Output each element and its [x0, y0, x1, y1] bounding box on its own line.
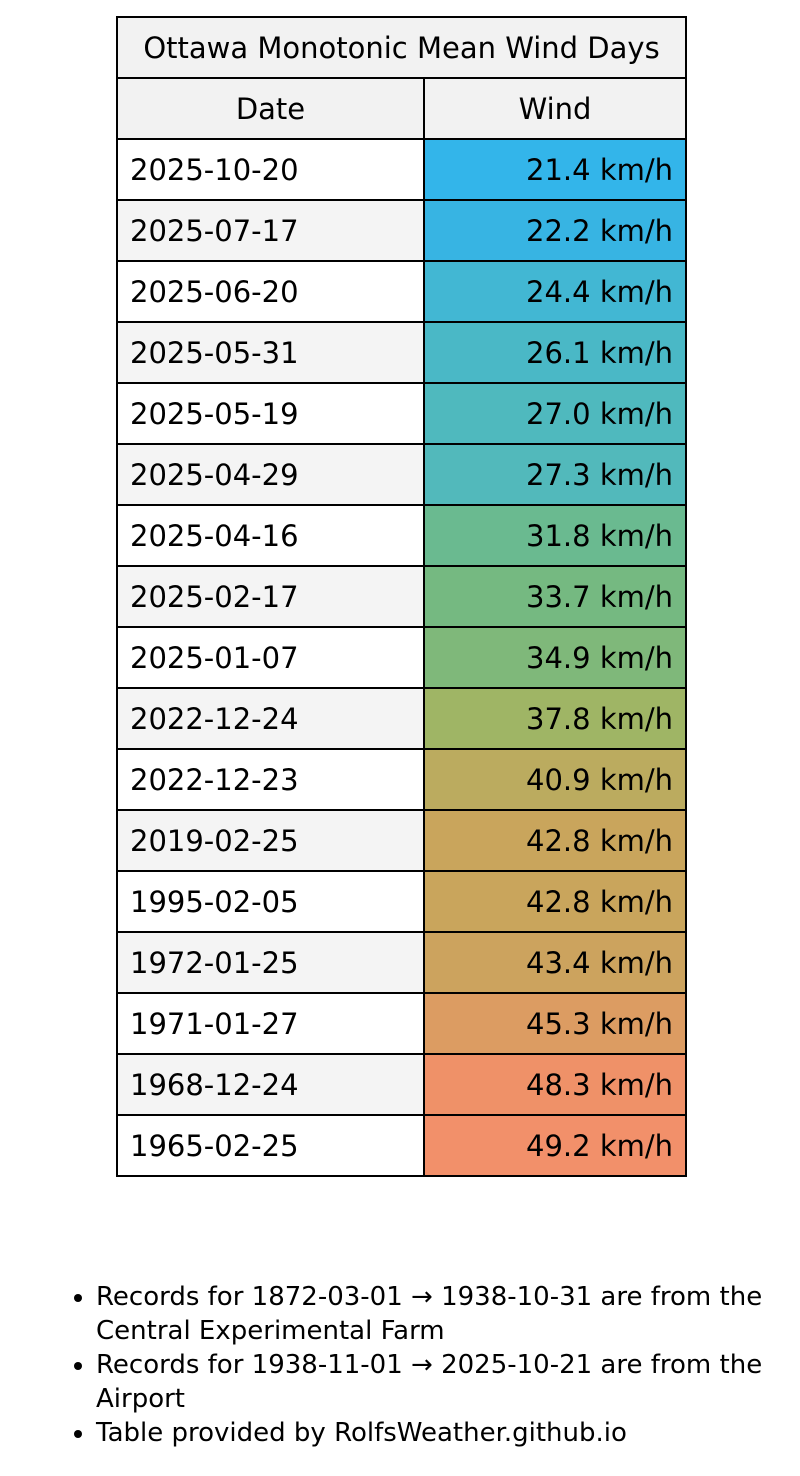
- wind-cell: 48.3 km/h: [422, 1053, 688, 1116]
- date-cell: 1972-01-25: [116, 931, 425, 994]
- wind-cell: 21.4 km/h: [422, 138, 688, 201]
- note-item: Records for 1872-03-01 → 1938-10-31 are …: [96, 1280, 800, 1348]
- date-cell: 1971-01-27: [116, 992, 425, 1055]
- wind-days-table: Ottawa Monotonic Mean Wind Days Date Win…: [115, 16, 688, 1177]
- date-cell: 2022-12-23: [116, 748, 425, 811]
- table-row: 2025-06-20 24.4 km/h: [116, 260, 688, 323]
- note-item: Records for 1938-11-01 → 2025-10-21 are …: [96, 1348, 800, 1416]
- date-cell: 2025-04-16: [116, 504, 425, 567]
- table-row: 1968-12-24 48.3 km/h: [116, 1053, 688, 1116]
- wind-cell: 22.2 km/h: [422, 199, 688, 262]
- date-cell: 2025-05-19: [116, 382, 425, 445]
- table-body: 2025-10-20 21.4 km/h 2025-07-17 22.2 km/h 20…: [116, 138, 688, 1177]
- date-cell: 2025-05-31: [116, 321, 425, 384]
- date-cell: 1968-12-24: [116, 1053, 425, 1116]
- column-header-date: Date: [116, 77, 425, 140]
- table-row: 1965-02-25 49.2 km/h: [116, 1114, 688, 1177]
- wind-cell: 33.7 km/h: [422, 565, 688, 628]
- table-row: 2025-04-29 27.3 km/h: [116, 443, 688, 506]
- wind-cell: 27.3 km/h: [422, 443, 688, 506]
- table-row: 2019-02-25 42.8 km/h: [116, 809, 688, 872]
- note-item: Table provided by RolfsWeather.github.io: [96, 1416, 800, 1450]
- date-cell: 2025-02-17: [116, 565, 425, 628]
- wind-cell: 40.9 km/h: [422, 748, 688, 811]
- wind-cell: 43.4 km/h: [422, 931, 688, 994]
- table-row: 2025-05-19 27.0 km/h: [116, 382, 688, 445]
- table-row: 1995-02-05 42.8 km/h: [116, 870, 688, 933]
- table-row: 2022-12-23 40.9 km/h: [116, 748, 688, 811]
- table-row: 2025-02-17 33.7 km/h: [116, 565, 688, 628]
- table-row: 2022-12-24 37.8 km/h: [116, 687, 688, 750]
- wind-cell: 49.2 km/h: [422, 1114, 688, 1177]
- notes-list: Records for 1872-03-01 → 1938-10-31 are …: [56, 1280, 800, 1450]
- wind-cell: 24.4 km/h: [422, 260, 688, 323]
- date-cell: 1965-02-25: [116, 1114, 425, 1177]
- date-cell: 2022-12-24: [116, 687, 425, 750]
- table-row: 2025-10-20 21.4 km/h: [116, 138, 688, 201]
- table-row: 2025-05-31 26.1 km/h: [116, 321, 688, 384]
- date-cell: 2025-01-07: [116, 626, 425, 689]
- wind-cell: 27.0 km/h: [422, 382, 688, 445]
- table-row: 1972-01-25 43.4 km/h: [116, 931, 688, 994]
- date-cell: 2025-06-20: [116, 260, 425, 323]
- date-cell: 2025-07-17: [116, 199, 425, 262]
- wind-cell: 42.8 km/h: [422, 809, 688, 872]
- wind-cell: 26.1 km/h: [422, 321, 688, 384]
- table-title: Ottawa Monotonic Mean Wind Days: [115, 16, 688, 79]
- table-row: 2025-01-07 34.9 km/h: [116, 626, 688, 689]
- date-cell: 1995-02-05: [116, 870, 425, 933]
- wind-cell: 42.8 km/h: [422, 870, 688, 933]
- column-header-wind: Wind: [422, 77, 688, 140]
- date-cell: 2025-10-20: [116, 138, 425, 201]
- wind-cell: 31.8 km/h: [422, 504, 688, 567]
- date-cell: 2019-02-25: [116, 809, 425, 872]
- wind-cell: 45.3 km/h: [422, 992, 688, 1055]
- table-row: 1971-01-27 45.3 km/h: [116, 992, 688, 1055]
- table-row: 2025-07-17 22.2 km/h: [116, 199, 688, 262]
- wind-cell: 34.9 km/h: [422, 626, 688, 689]
- table-row: 2025-04-16 31.8 km/h: [116, 504, 688, 567]
- wind-cell: 37.8 km/h: [422, 687, 688, 750]
- date-cell: 2025-04-29: [116, 443, 425, 506]
